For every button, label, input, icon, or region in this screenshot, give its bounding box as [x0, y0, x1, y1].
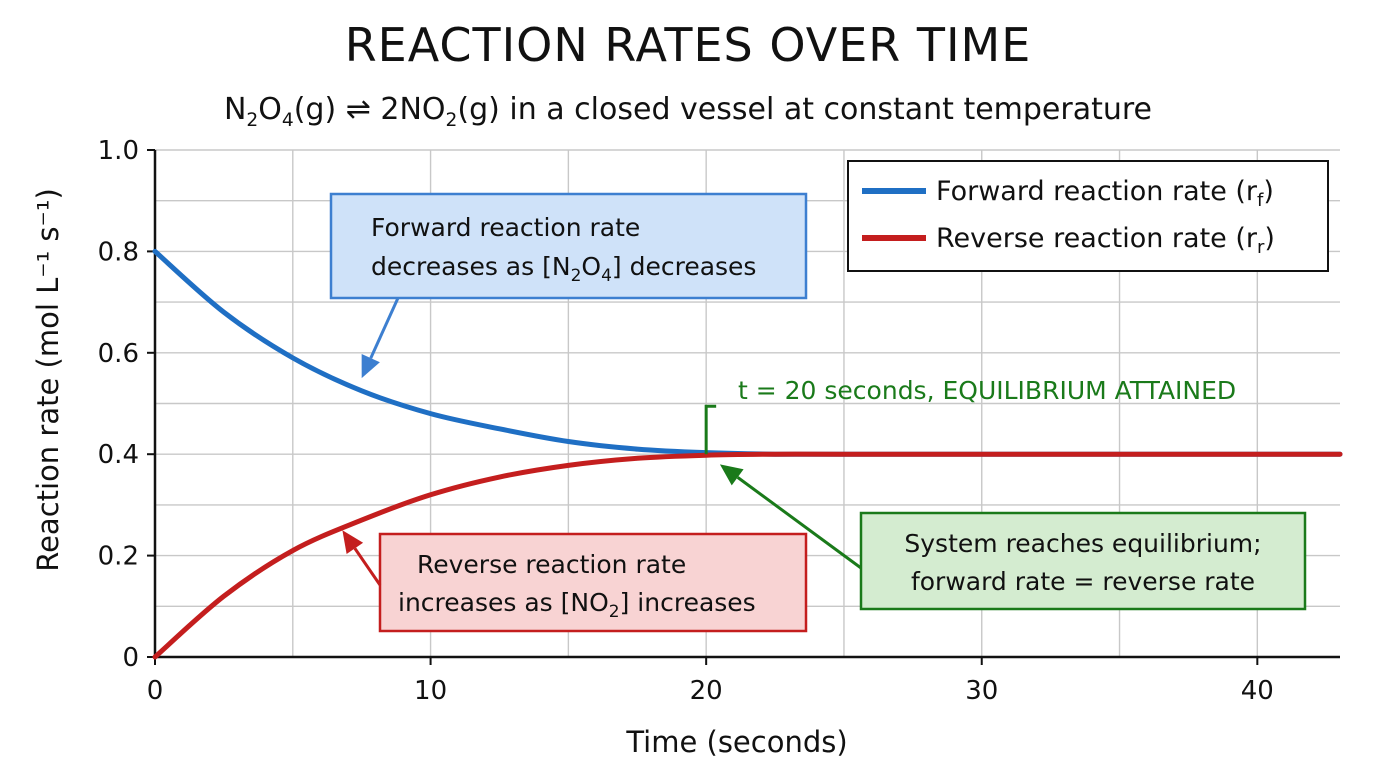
- y-axis-ticks: 0 0.2 0.4 0.6 0.8 1.0: [98, 136, 155, 673]
- x-tick-label: 30: [965, 676, 998, 706]
- annotation-equilibrium-line2: forward rate = reverse rate: [911, 567, 1255, 596]
- annotation-reverse: Reverse reaction rate increases as [NO2]…: [342, 530, 808, 633]
- legend-label-forward: Forward reaction rate (rf): [936, 176, 1274, 211]
- axes: [153, 150, 1340, 659]
- series-lines: [152, 248, 1343, 660]
- annotation-equilibrium-arrow: [736, 476, 862, 570]
- annotation-reverse-line2: increases as [NO2] increases: [398, 588, 756, 622]
- x-tick-label: 40: [1241, 676, 1274, 706]
- chart-subtitle: N2O4(g) ⇌ 2NO2(g) in a closed vessel at …: [223, 92, 1153, 131]
- legend: Forward reaction rate (rf) Reverse react…: [847, 160, 1329, 272]
- annotation-forward-line1: Forward reaction rate: [371, 213, 640, 242]
- annotation-reverse-arrow: [353, 547, 382, 586]
- y-tick-label: 0.8: [98, 237, 139, 267]
- annotation-forward-arrowhead: [361, 353, 380, 379]
- series-line-reverse: [152, 451, 1343, 660]
- x-tick-label: 10: [414, 676, 447, 706]
- equilibrium-bracket: [704, 404, 717, 455]
- equilibrium-time-label: t = 20 seconds, EQUILIBRIUM ATTAINED: [704, 376, 1236, 455]
- y-tick-label: 0.2: [98, 542, 139, 572]
- y-tick-label: 1.0: [98, 136, 139, 166]
- x-tick-label: 20: [690, 676, 723, 706]
- annotation-forward: Forward reaction rate decreases as [N2O4…: [329, 192, 808, 379]
- x-tick-label: 0: [147, 676, 164, 706]
- equilibrium-time-text: t = 20 seconds, EQUILIBRIUM ATTAINED: [738, 376, 1236, 405]
- y-axis-label: Reaction rate (mol L⁻¹ s⁻¹): [31, 188, 65, 572]
- annotation-equilibrium-line1: System reaches equilibrium;: [904, 529, 1261, 558]
- annotation-forward-line2: decreases as [N2O4] decreases: [371, 252, 756, 286]
- annotation-equilibrium: System reaches equilibrium; forward rate…: [719, 464, 1307, 611]
- y-tick-label: 0.6: [98, 339, 139, 369]
- annotation-reverse-line1: Reverse reaction rate: [417, 550, 686, 579]
- x-axis-ticks: 0 10 20 30 40: [147, 657, 1274, 706]
- y-tick-label: 0: [122, 643, 139, 673]
- x-axis-label: Time (seconds): [625, 725, 847, 759]
- annotation-equilibrium-arrowhead: [719, 464, 744, 486]
- annotation-forward-arrow: [369, 297, 400, 359]
- legend-label-reverse: Reverse reaction rate (rr): [936, 223, 1275, 258]
- chart-title: REACTION RATES OVER TIME: [344, 18, 1032, 72]
- y-tick-label: 0.4: [98, 440, 139, 470]
- annotation-reverse-arrowhead: [342, 530, 364, 555]
